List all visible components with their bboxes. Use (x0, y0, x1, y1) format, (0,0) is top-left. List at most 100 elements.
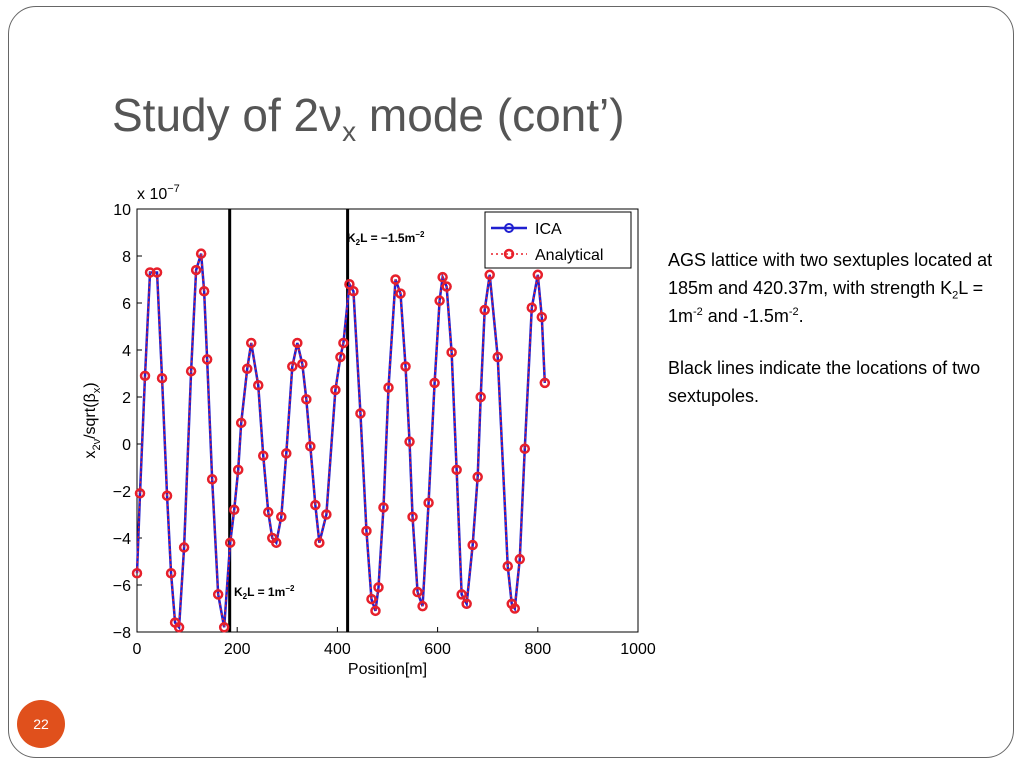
marker (519, 443, 531, 454)
marker (441, 281, 452, 292)
marker (276, 511, 287, 523)
marker (383, 382, 394, 393)
marker (139, 370, 151, 382)
marker (502, 560, 513, 572)
title-text: mode (cont’) (356, 89, 625, 141)
marker (263, 506, 274, 518)
marker (131, 568, 143, 579)
marker (151, 267, 163, 278)
marker (417, 600, 428, 612)
axis-exponent: x 10−7 (137, 183, 180, 203)
marker (492, 351, 503, 363)
marker (446, 347, 457, 358)
x-tick-label: 800 (524, 641, 551, 658)
marker (292, 337, 303, 349)
marker (423, 497, 434, 508)
legend-label: ICA (535, 221, 562, 238)
marker (456, 589, 467, 600)
body-text: AGS lattice with two sextuples located a… (668, 250, 993, 298)
label-text: ) (82, 382, 99, 387)
label-text: 2ν (91, 438, 103, 450)
marker (212, 589, 224, 600)
marker (281, 448, 292, 459)
marker (434, 295, 445, 306)
marker (373, 582, 384, 593)
annotation-text: −2 (415, 230, 425, 239)
marker (536, 311, 548, 323)
marker (165, 568, 177, 579)
marker (395, 288, 406, 299)
y-tick-label: 0 (122, 437, 131, 454)
body-text: and -1.5m (702, 306, 789, 326)
annotation: K2L = −1.5m−2 (347, 230, 425, 247)
marker (407, 511, 418, 523)
marker (404, 436, 415, 447)
body-text: 2 (952, 289, 959, 302)
title-text: ν (319, 89, 343, 141)
marker (305, 441, 316, 452)
y-tick-label: 8 (122, 249, 131, 266)
marker (287, 361, 298, 372)
marker (361, 525, 372, 537)
marker (355, 408, 366, 419)
marker (532, 269, 544, 281)
marker (185, 365, 197, 377)
marker (195, 248, 207, 259)
label-text: x (82, 451, 99, 459)
y-axis-label: x2ν/sqrt(βx) (82, 382, 103, 458)
y-tick-label: 4 (122, 343, 131, 360)
marker (156, 372, 168, 384)
x-tick-label: 200 (224, 641, 251, 658)
y-tick-label: −6 (113, 578, 131, 595)
marker (467, 539, 478, 551)
x-tick-label: 600 (424, 641, 451, 658)
marker (514, 553, 526, 565)
marker (400, 361, 411, 372)
marker (310, 499, 321, 511)
legend-marker (504, 223, 514, 233)
marker (173, 622, 185, 633)
marker (539, 377, 551, 389)
marker (232, 464, 244, 476)
title-text: x (342, 116, 357, 148)
body-text: L = 1m (668, 278, 984, 326)
marker (461, 598, 472, 610)
marker (475, 391, 486, 403)
marker (335, 351, 346, 363)
x-tick-label: 1000 (620, 641, 656, 658)
annotation: K2L = 1m−2 (234, 584, 295, 601)
marker (235, 417, 247, 429)
marker (390, 274, 401, 285)
marker (224, 537, 236, 548)
annotation-text: L = 1m (247, 585, 285, 599)
label-text: x (91, 387, 103, 393)
body-text: -2 (693, 306, 703, 318)
marker (378, 502, 389, 513)
series-line (136, 253, 546, 630)
marker (437, 271, 448, 283)
marker (201, 354, 213, 365)
marker (134, 488, 146, 499)
annotation-text: K (347, 231, 356, 245)
marker (301, 394, 312, 405)
legend-label: Analytical (535, 247, 603, 264)
marker (330, 384, 341, 396)
annotation-text: −2 (285, 584, 295, 593)
marker (412, 586, 423, 598)
marker (271, 537, 282, 548)
marker (258, 450, 269, 461)
y-tick-label: −8 (113, 625, 131, 642)
marker (526, 302, 538, 313)
slide-frame (8, 6, 1014, 758)
slide-body: AGS lattice with two sextuples located a… (668, 246, 1008, 434)
paragraph: AGS lattice with two sextuples located a… (668, 246, 1008, 330)
marker (348, 286, 359, 297)
marker (161, 490, 173, 501)
marker (252, 380, 264, 391)
paragraph: Black lines indicate the locations of tw… (668, 354, 1008, 410)
page-number: 22 (17, 700, 65, 748)
body-text: Black lines indicate the locations of tw… (668, 358, 981, 406)
title-text: Study of 2 (112, 89, 320, 141)
marker (366, 593, 377, 605)
